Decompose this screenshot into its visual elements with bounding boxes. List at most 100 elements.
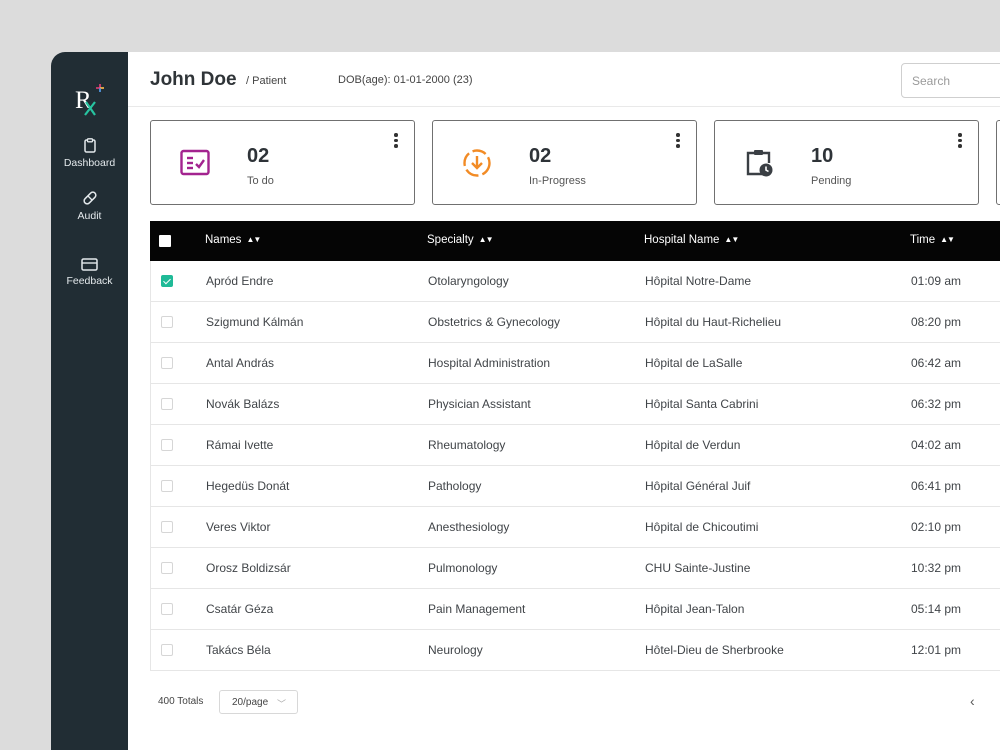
pill-icon: [82, 191, 97, 205]
sidebar: R Dashboard Audit: [51, 52, 128, 750]
table-row[interactable]: Orosz Boldizsár Pulmonology CHU Sainte-Jus…: [150, 548, 1000, 589]
row-checkbox[interactable]: [161, 316, 173, 328]
stat-value: 10: [811, 145, 834, 167]
download-circle-icon: [463, 149, 491, 177]
stat-value: 02: [247, 145, 270, 167]
sort-icon: ▲▼: [478, 235, 494, 244]
clipboard-clock-icon: [746, 150, 773, 177]
stat-label: To do: [247, 175, 274, 187]
stat-value: 02: [529, 145, 552, 167]
row-checkbox[interactable]: [161, 275, 173, 287]
more-vert-icon[interactable]: [956, 133, 964, 149]
patient-name: John Doe: [150, 69, 237, 90]
cell-name: Takács Béla: [206, 643, 271, 657]
table-row[interactable]: Rámai Ivette Rheumatology Hôpital de Verdu…: [150, 425, 1000, 466]
cell-time: 12:01 pm: [911, 643, 962, 657]
cell-time: 06:32 pm: [911, 397, 962, 411]
table-row[interactable]: Novák Balázs Physician Assistant Hôpital S…: [150, 384, 1000, 425]
stat-card-partial[interactable]: [996, 120, 1000, 205]
table-row[interactable]: Hegedüs Donát Pathology Hôpital Général Ju…: [150, 466, 1000, 507]
sidebar-item-feedback[interactable]: Feedback: [51, 258, 128, 287]
table-row[interactable]: Veres Viktor Anesthesiology Hôpital de Chi…: [150, 507, 1000, 548]
table-row[interactable]: Antal András Hospital Administration Hôpit…: [150, 343, 1000, 384]
sidebar-item-label: Audit: [77, 210, 102, 222]
cell-name: Szigmund Kálmán: [206, 315, 304, 329]
cell-time: 01:09 am: [911, 274, 962, 288]
cell-name: Apród Endre: [206, 274, 274, 288]
row-checkbox[interactable]: [161, 480, 173, 492]
page-size-select[interactable]: 20/page ﹀: [219, 690, 298, 714]
sidebar-item-dashboard[interactable]: Dashboard: [51, 138, 128, 169]
stat-label: Pending: [811, 175, 852, 187]
cell-name: Csatár Géza: [206, 602, 274, 616]
cell-time: 02:10 pm: [911, 520, 962, 534]
more-vert-icon[interactable]: [674, 133, 682, 149]
main-content: John Doe / Patient DOB(age): 01-01-2000 …: [128, 52, 1000, 750]
cell-time: 05:14 pm: [911, 602, 962, 616]
cell-hospital: Hôpital de LaSalle: [645, 356, 743, 370]
cell-hospital: Hôtel-Dieu de Sherbrooke: [645, 643, 784, 657]
stat-card-in-progress[interactable]: 02 In-Progress: [432, 120, 697, 205]
page-header: John Doe / Patient DOB(age): 01-01-2000 …: [128, 52, 1000, 107]
row-checkbox[interactable]: [161, 562, 173, 574]
table-row[interactable]: Apród Endre Otolaryngology Hôpital Notre-D…: [150, 261, 1000, 302]
row-checkbox[interactable]: [161, 603, 173, 615]
cell-specialty: Hospital Administration: [428, 356, 551, 370]
cell-hospital: Hôpital Jean-Talon: [645, 602, 745, 616]
cell-time: 10:32 pm: [911, 561, 962, 575]
more-vert-icon[interactable]: [392, 133, 400, 149]
table-row[interactable]: Takács Béla Neurology Hôtel-Dieu de Sherbr…: [150, 630, 1000, 671]
cell-specialty: Pain Management: [428, 602, 526, 616]
cell-name: Veres Viktor: [206, 520, 271, 534]
patient-role: / Patient: [246, 75, 287, 87]
cell-name: Rámai Ivette: [206, 438, 274, 452]
totals-count: 400 Totals: [158, 696, 204, 707]
cell-specialty: Anesthesiology: [428, 520, 510, 534]
checklist-icon: [180, 149, 210, 176]
table-row[interactable]: Szigmund Kálmán Obstetrics & Gynecology Hô…: [150, 302, 1000, 343]
cell-hospital: Hôpital du Haut-Richelieu: [645, 315, 782, 329]
sidebar-item-audit[interactable]: Audit: [51, 190, 128, 222]
cell-hospital: Hôpital de Chicoutimi: [645, 520, 759, 534]
cell-name: Antal András: [206, 356, 275, 370]
cell-name: Novák Balázs: [206, 397, 280, 411]
cell-specialty: Pathology: [428, 479, 482, 493]
row-checkbox[interactable]: [161, 644, 173, 656]
sidebar-item-label: Feedback: [66, 275, 113, 287]
patients-table: Names ▲▼ Specialty ▲▼ Hospital Name ▲▼ Time…: [150, 221, 1000, 671]
pagination-bar: 400 Totals 20/page ﹀ ‹: [150, 690, 1000, 714]
stat-card-pending[interactable]: 10 Pending: [714, 120, 979, 205]
cell-specialty: Neurology: [428, 643, 483, 657]
chevron-left-icon[interactable]: ‹: [970, 693, 975, 709]
cell-hospital: Hôpital Notre-Dame: [645, 274, 752, 288]
stat-card-todo[interactable]: 02 To do: [150, 120, 415, 205]
svg-text:R: R: [75, 87, 92, 114]
column-header-specialty[interactable]: Specialty ▲▼: [427, 234, 494, 246]
cell-specialty: Pulmonology: [428, 561, 498, 575]
cell-name: Hegedüs Donát: [206, 479, 290, 493]
table-row[interactable]: Csatár Géza Pain Management Hôpital Jean-T…: [150, 589, 1000, 630]
select-all-checkbox[interactable]: [159, 235, 171, 247]
column-header-hospital[interactable]: Hospital Name ▲▼: [644, 234, 739, 246]
sort-icon: ▲▼: [940, 235, 955, 244]
column-header-names[interactable]: Names ▲▼: [205, 234, 261, 246]
patient-dob: DOB(age): 01-01-2000 (23): [338, 74, 473, 86]
row-checkbox[interactable]: [161, 357, 173, 369]
cell-hospital: Hôpital de Verdun: [645, 438, 741, 452]
cell-specialty: Obstetrics & Gynecology: [428, 315, 561, 329]
sort-icon: ▲▼: [246, 235, 261, 244]
rx-logo-icon[interactable]: R: [73, 82, 109, 116]
cell-specialty: Otolaryngology: [428, 274, 509, 288]
row-checkbox[interactable]: [161, 521, 173, 533]
sidebar-item-label: Dashboard: [63, 157, 116, 169]
search-input[interactable]: [901, 63, 1000, 98]
row-checkbox[interactable]: [161, 439, 173, 451]
cell-time: 06:41 pm: [911, 479, 962, 493]
cell-hospital: CHU Sainte-Justine: [645, 561, 751, 575]
column-header-time[interactable]: Time ▲▼: [910, 234, 955, 246]
table-header: Names ▲▼ Specialty ▲▼ Hospital Name ▲▼ Time…: [150, 221, 1000, 261]
chevron-down-icon: ﹀: [276, 699, 286, 709]
cell-specialty: Physician Assistant: [428, 397, 531, 411]
row-checkbox[interactable]: [161, 398, 173, 410]
table-body: Apród Endre Otolaryngology Hôpital Notre-D…: [150, 261, 1000, 671]
